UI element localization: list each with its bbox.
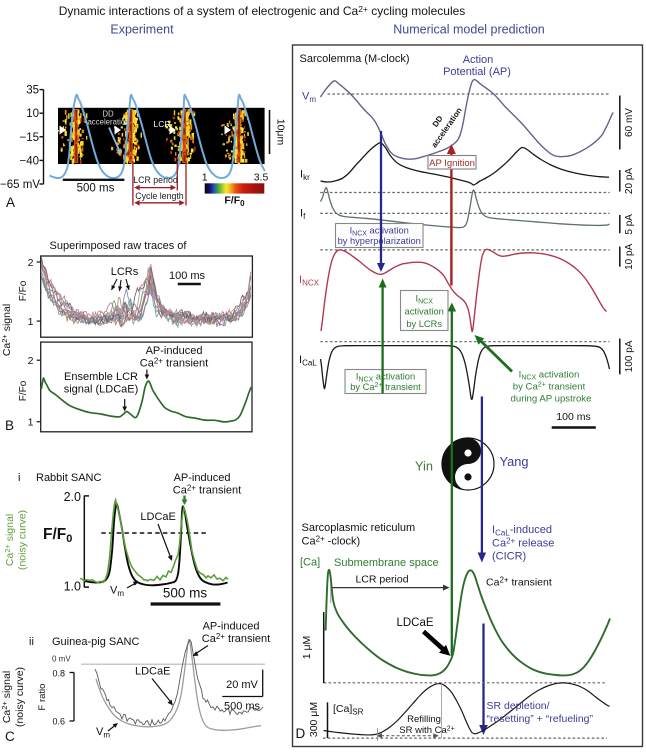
svg-text:10: 10 xyxy=(26,108,39,120)
svg-text:(CICR): (CICR) xyxy=(492,551,526,563)
svg-text:Ca2+ transient: Ca2+ transient xyxy=(486,576,552,589)
svg-text:10μm: 10μm xyxy=(275,119,287,146)
svg-text:100 pA: 100 pA xyxy=(624,340,635,372)
svg-text:100 ms: 100 ms xyxy=(556,411,590,423)
svg-text:by Ca2+ transient: by Ca2+ transient xyxy=(513,382,586,393)
svg-text:SR with Ca2+: SR with Ca2+ xyxy=(399,725,455,736)
svg-text:Sarcolemma (M-clock): Sarcolemma (M-clock) xyxy=(300,53,410,65)
svg-text:Sarcoplasmic reticulum: Sarcoplasmic reticulum xyxy=(302,522,416,534)
svg-text:LDCaE: LDCaE xyxy=(140,511,175,523)
svg-text:Numerical model prediction: Numerical model prediction xyxy=(393,23,545,37)
svg-text:0.8: 0.8 xyxy=(52,669,65,679)
svg-text:Refilling: Refilling xyxy=(407,714,441,725)
svg-text:100 ms: 100 ms xyxy=(169,270,206,282)
svg-text:(noisy curve): (noisy curve) xyxy=(17,510,29,570)
svg-text:F ratio: F ratio xyxy=(37,684,48,711)
svg-text:Ensemble LCR: Ensemble LCR xyxy=(64,371,138,383)
svg-text:DD: DD xyxy=(102,110,114,119)
svg-text:Action: Action xyxy=(463,54,494,66)
svg-text:Ca2+ transient: Ca2+ transient xyxy=(140,357,208,370)
svg-text:AP-induced: AP-induced xyxy=(203,621,260,633)
svg-text:35: 35 xyxy=(26,85,39,97)
svg-text:Ca2+ transient: Ca2+ transient xyxy=(202,632,270,645)
svg-text:If: If xyxy=(300,208,306,222)
svg-text:500 ms: 500 ms xyxy=(224,701,261,713)
svg-text:300 μM: 300 μM xyxy=(308,702,320,737)
svg-text:Ca2+ transient: Ca2+ transient xyxy=(173,484,241,497)
svg-text:(noisy curve): (noisy curve) xyxy=(14,667,26,727)
svg-text:0 mV: 0 mV xyxy=(52,655,71,664)
svg-text:Cycle length: Cycle length xyxy=(135,191,184,201)
svg-text:−65 mV: −65 mV xyxy=(0,179,40,191)
svg-text:A: A xyxy=(6,195,15,210)
svg-text:signal (LDCaE): signal (LDCaE) xyxy=(64,384,139,396)
svg-text:during AP upstroke: during AP upstroke xyxy=(511,394,592,405)
svg-text:B: B xyxy=(5,418,14,433)
svg-text:−40: −40 xyxy=(19,155,39,167)
svg-text:1: 1 xyxy=(28,316,34,328)
svg-text:F/Fo: F/Fo xyxy=(18,380,29,401)
svg-text:F/Fo: F/Fo xyxy=(18,280,29,301)
svg-text:Ca2+ release: Ca2+ release xyxy=(492,537,554,550)
svg-text:500 ms: 500 ms xyxy=(77,183,115,195)
svg-text:ii: ii xyxy=(29,636,34,648)
svg-text:i: i xyxy=(18,472,20,484)
svg-text:Yin: Yin xyxy=(415,459,433,474)
svg-text:“resetting” + “refueling”: “resetting” + “refueling” xyxy=(487,713,594,725)
svg-text:AP-induced: AP-induced xyxy=(146,345,203,357)
svg-text:by hyperpolarization: by hyperpolarization xyxy=(338,236,421,246)
svg-text:Ca2+ signal: Ca2+ signal xyxy=(0,304,13,356)
svg-text:LCR: LCR xyxy=(153,119,170,129)
svg-text:20 pA: 20 pA xyxy=(624,168,635,194)
svg-text:Ca2+ signal: Ca2+ signal xyxy=(0,671,13,723)
svg-text:activation: activation xyxy=(405,307,444,317)
svg-text:500 ms: 500 ms xyxy=(163,586,208,601)
svg-text:1: 1 xyxy=(28,417,34,429)
svg-text:2: 2 xyxy=(28,257,34,269)
svg-text:by LCRs: by LCRs xyxy=(406,319,442,329)
svg-text:C: C xyxy=(5,729,15,744)
svg-text:Submembrane space: Submembrane space xyxy=(334,557,439,569)
svg-text:acceleration: acceleration xyxy=(87,118,129,127)
svg-text:LCRs: LCRs xyxy=(111,266,139,278)
svg-text:Guinea-pig SANC: Guinea-pig SANC xyxy=(52,636,139,648)
svg-text:10 pA: 10 pA xyxy=(624,243,635,269)
svg-text:LDCaE: LDCaE xyxy=(396,617,433,629)
svg-text:1.0: 1.0 xyxy=(64,580,81,594)
svg-text:1: 1 xyxy=(202,171,208,183)
svg-text:LDCaE: LDCaE xyxy=(135,666,170,678)
svg-text:−15: −15 xyxy=(19,132,39,144)
svg-text:Ikr: Ikr xyxy=(300,169,310,183)
svg-text:Superimposed raw traces of: Superimposed raw traces of xyxy=(50,240,188,252)
svg-text:Ca2+ signal: Ca2+ signal xyxy=(3,514,16,566)
svg-text:Experiment: Experiment xyxy=(110,23,174,37)
svg-text:SR depletion/: SR depletion/ xyxy=(487,700,550,712)
svg-text:Rabbit SANC: Rabbit SANC xyxy=(36,472,101,484)
svg-text:Dynamic interactions of a syst: Dynamic interactions of a system of elec… xyxy=(59,4,466,18)
svg-text:60 mV: 60 mV xyxy=(624,108,635,137)
svg-text:0.6: 0.6 xyxy=(52,717,65,727)
svg-text:5 pA: 5 pA xyxy=(624,214,635,235)
svg-text:F/F0: F/F0 xyxy=(43,526,72,545)
svg-text:2: 2 xyxy=(28,355,34,367)
svg-text:LCR period: LCR period xyxy=(133,175,178,185)
svg-text:Yang: Yang xyxy=(500,454,529,469)
svg-text:AP-induced: AP-induced xyxy=(174,472,231,484)
svg-text:20 mV: 20 mV xyxy=(226,679,258,691)
svg-text:F/F0: F/F0 xyxy=(224,195,245,209)
svg-text:Potential (AP): Potential (AP) xyxy=(443,66,511,78)
svg-text:D: D xyxy=(296,726,306,741)
svg-text:1 μM: 1 μM xyxy=(301,636,313,660)
svg-text:LCR period: LCR period xyxy=(355,574,408,586)
svg-text:AP Ignition: AP Ignition xyxy=(429,158,475,169)
svg-text:Ca2+ -clock): Ca2+ -clock) xyxy=(302,535,361,548)
svg-text:2.0: 2.0 xyxy=(64,490,81,504)
svg-text:[Ca]: [Ca] xyxy=(300,557,320,569)
svg-text:by Ca2+ transient: by Ca2+ transient xyxy=(350,382,421,392)
svg-text:3.5: 3.5 xyxy=(254,171,269,183)
